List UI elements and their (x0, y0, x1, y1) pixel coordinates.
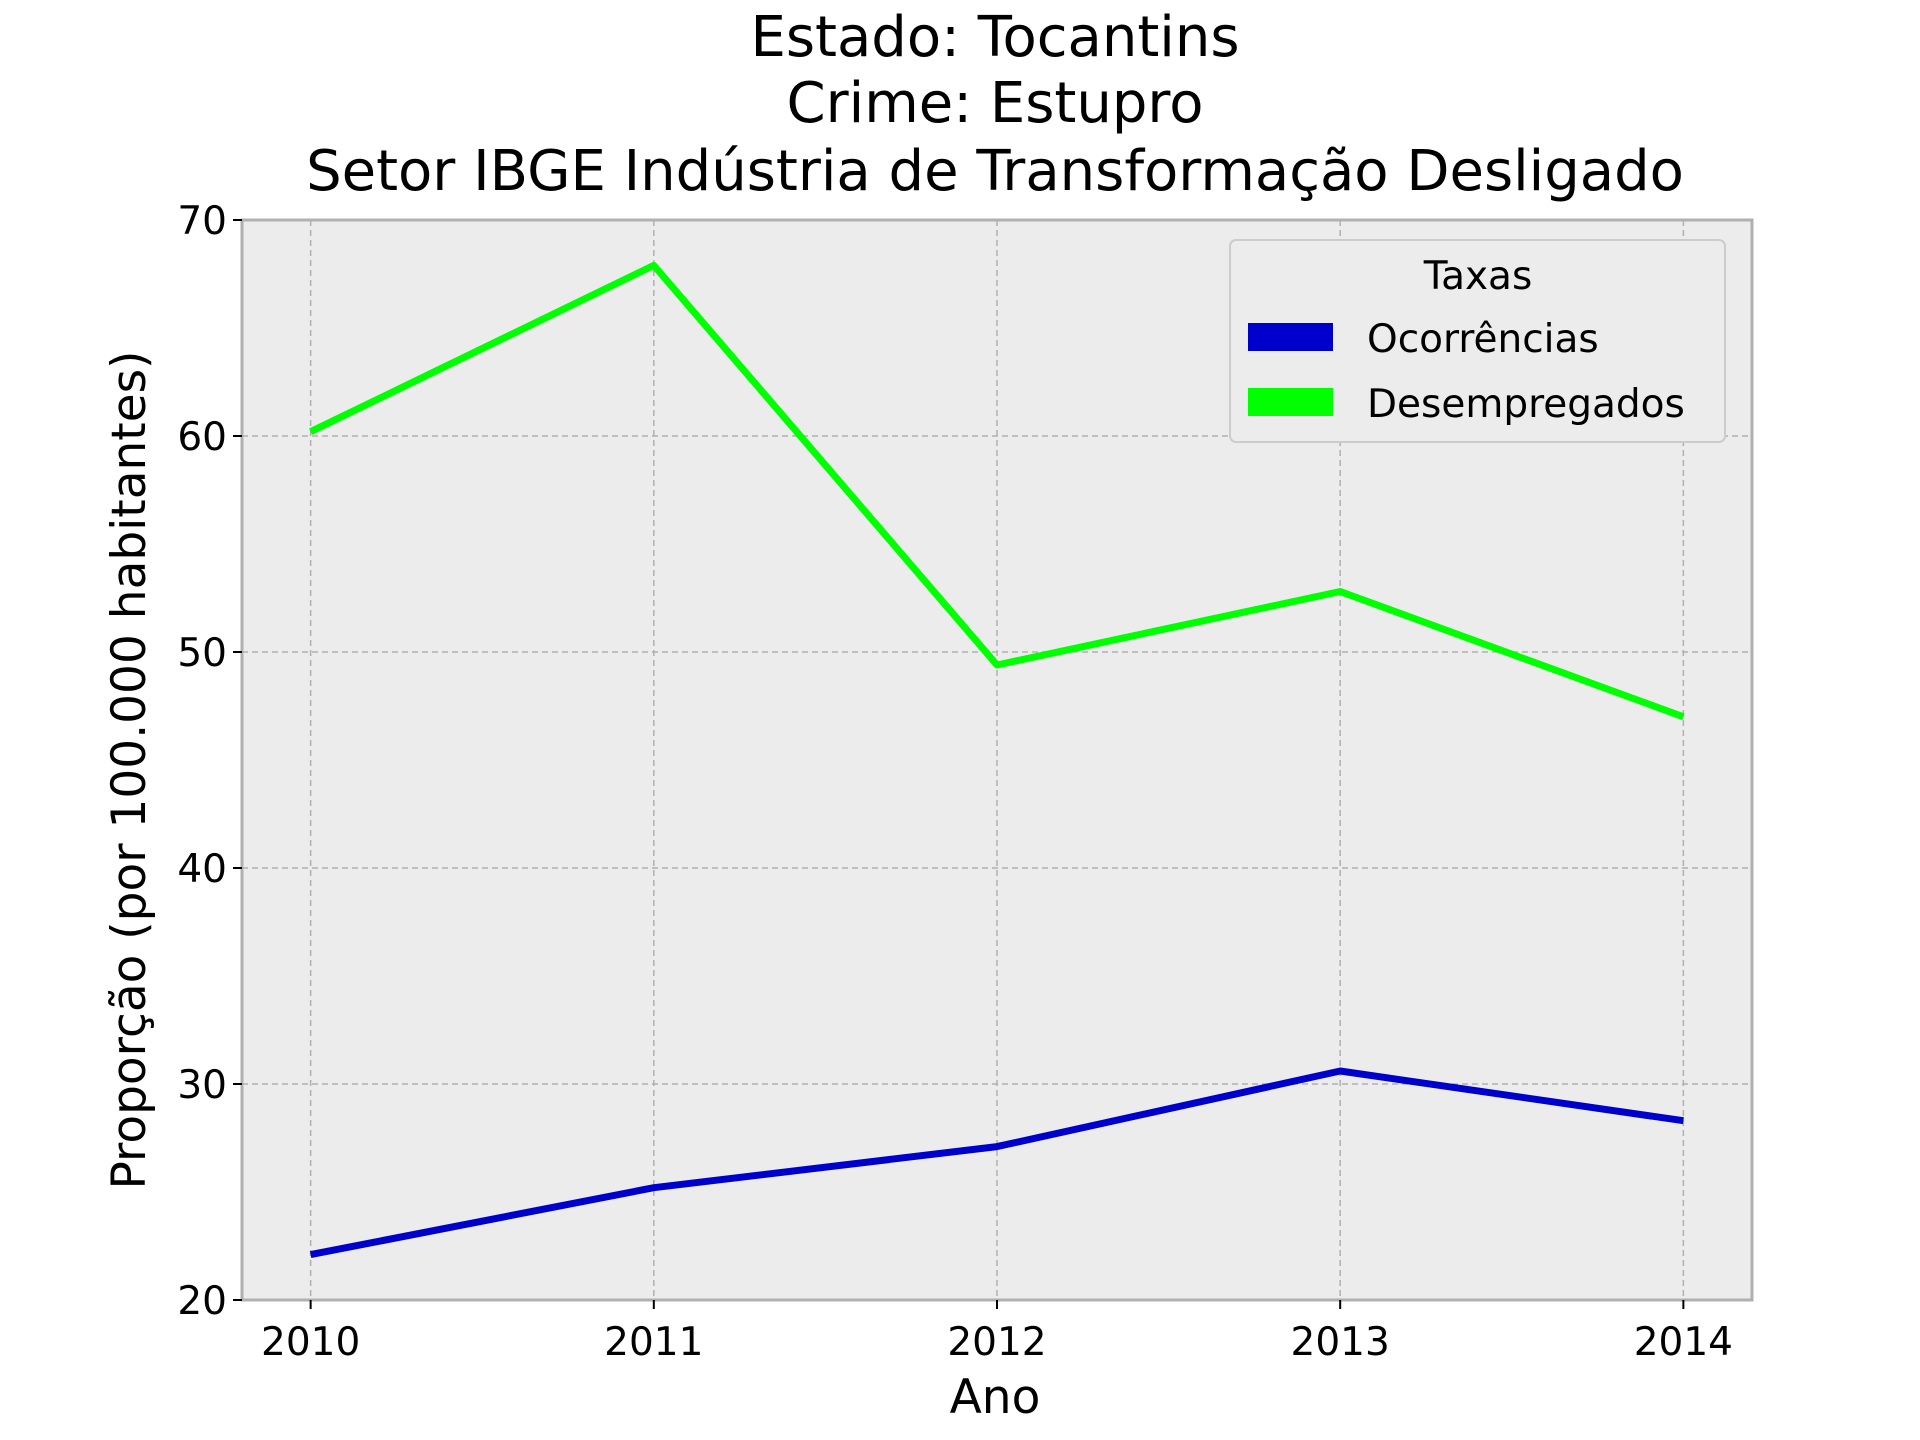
series-layer (309, 261, 1685, 1259)
y-axis-title: Proporção (por 100.000 habitantes) (102, 351, 157, 1190)
x-tick-label: 2010 (261, 1320, 360, 1365)
legend-label-ocorrencias: Ocorrências (1367, 317, 1599, 362)
x-axis-title: Ano (950, 1370, 1041, 1425)
x-tick-label: 2014 (1634, 1320, 1733, 1365)
x-axis: 2010 2011 2012 2013 2014 (261, 1300, 1733, 1365)
x-tick-label: 2011 (604, 1320, 703, 1365)
y-tick-label: 40 (177, 847, 227, 892)
legend-swatch-ocorrencias (1248, 323, 1333, 351)
x-tick-label: 2012 (947, 1320, 1046, 1365)
series-line-ocorrencias (309, 1067, 1684, 1259)
legend-label-desempregados: Desempregados (1367, 382, 1685, 427)
series-line-desempregados (309, 261, 1685, 721)
y-tick-label: 60 (177, 415, 227, 460)
legend-box (1229, 239, 1726, 443)
title-line-1: Estado: Tocantins (750, 5, 1239, 70)
legend-swatch-desempregados (1248, 388, 1333, 416)
y-axis: 20 30 40 50 60 70 (177, 199, 242, 1324)
legend: Taxas Ocorrências Desempregados (1229, 239, 1726, 443)
y-tick-label: 20 (177, 1279, 227, 1324)
chart-title: Estado: Tocantins Crime: Estupro Setor I… (306, 5, 1684, 204)
title-line-2: Crime: Estupro (787, 71, 1204, 136)
y-tick-label: 30 (177, 1063, 227, 1108)
x-tick-label: 2013 (1291, 1320, 1390, 1365)
title-line-3: Setor IBGE Indústria de Transformação De… (306, 139, 1684, 204)
y-tick-label: 70 (177, 199, 227, 244)
legend-title: Taxas (1423, 254, 1533, 299)
y-tick-label: 50 (177, 631, 227, 676)
